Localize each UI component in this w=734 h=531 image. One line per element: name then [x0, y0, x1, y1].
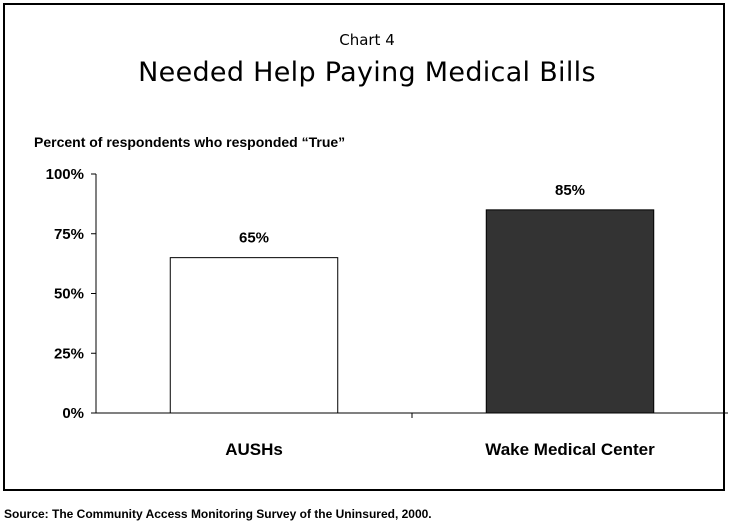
- chart-supertitle: Chart 4: [339, 31, 395, 49]
- bar: [169, 257, 339, 414]
- y-tick-label: 25%: [54, 345, 84, 362]
- y-tick-label: 50%: [54, 286, 84, 303]
- y-axis-label: Percent of respondents who responded “Tr…: [34, 134, 346, 150]
- bar-chart: 0% 25% 50% 75% 100% 65% AUSHs 85% Wake Medical C…: [46, 166, 728, 459]
- y-tick-label: 75%: [54, 226, 84, 243]
- bar: [485, 209, 655, 414]
- data-label: 65%: [239, 230, 269, 247]
- source-note: Source: The Community Access Monitoring …: [4, 507, 432, 521]
- x-tick-label: Wake Medical Center: [485, 440, 655, 459]
- x-tick-label: AUSHs: [225, 440, 283, 459]
- chart-title: Needed Help Paying Medical Bills: [138, 57, 596, 88]
- data-label: 85%: [555, 182, 585, 199]
- y-tick-label: 0%: [62, 405, 84, 422]
- y-tick-label: 100%: [46, 166, 84, 183]
